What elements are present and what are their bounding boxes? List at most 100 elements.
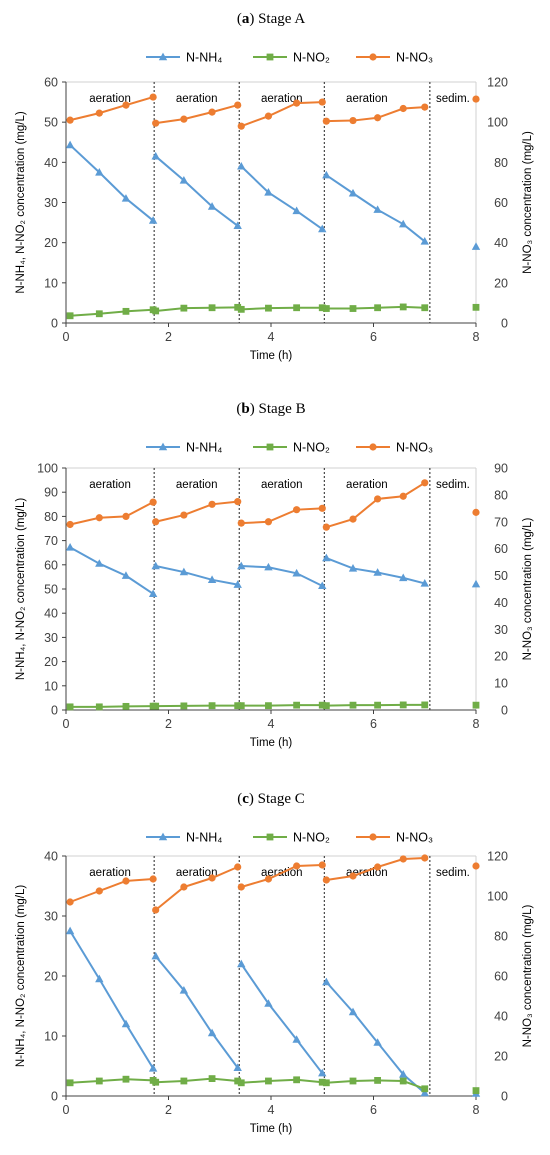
- data-point: [121, 194, 131, 202]
- data-point: [237, 959, 246, 968]
- data-point: [122, 512, 130, 521]
- data-point: [373, 205, 382, 213]
- data-point: [149, 498, 157, 506]
- series-circle: [66, 93, 480, 130]
- y-tick-label: 10: [44, 276, 58, 290]
- data-point: [421, 103, 429, 111]
- legend-entry: N-NO₂: [253, 831, 330, 845]
- series-line: [241, 306, 323, 311]
- x-tick-label: 0: [63, 1103, 70, 1117]
- series-circle: [66, 854, 480, 914]
- series-triangle: [65, 542, 481, 598]
- data-point: [472, 862, 480, 870]
- data-point: [208, 702, 216, 710]
- data-point: [399, 1077, 407, 1085]
- phase-label: aeration: [346, 93, 388, 105]
- data-point: [421, 479, 429, 487]
- data-point: [180, 304, 188, 312]
- data-point: [421, 854, 429, 862]
- data-point: [234, 863, 242, 871]
- data-point: [237, 122, 245, 130]
- data-point: [293, 862, 301, 870]
- y-tick-label: 40: [44, 156, 58, 170]
- series-line: [155, 500, 238, 523]
- legend-label: N-NH₄: [186, 441, 222, 455]
- y-tick-label: 90: [44, 486, 58, 500]
- panel-label: a: [242, 11, 250, 27]
- x-tick-label: 2: [165, 1103, 172, 1117]
- x-axis-label: Time (h): [250, 1123, 293, 1135]
- y2-tick-label: 0: [501, 317, 508, 331]
- data-point: [318, 861, 326, 869]
- data-point: [374, 114, 382, 122]
- x-tick-label: 6: [370, 1103, 377, 1117]
- y-tick-label: 0: [51, 317, 58, 331]
- legend-marker: [369, 53, 377, 61]
- y-tick-label: 60: [44, 76, 58, 90]
- y2-tick-label: 90: [494, 462, 508, 476]
- data-point: [322, 1079, 330, 1087]
- x-axis-label: Time (h): [250, 350, 293, 362]
- data-point: [264, 875, 273, 883]
- data-point: [318, 1078, 326, 1086]
- data-point: [66, 1079, 74, 1087]
- series-line: [70, 308, 154, 317]
- data-point: [322, 305, 330, 312]
- data-point: [322, 702, 330, 710]
- legend-label: N-NO₂: [293, 51, 330, 65]
- x-tick-label: 0: [63, 717, 70, 731]
- series-square: [66, 701, 480, 711]
- data-point: [151, 951, 160, 960]
- data-point: [399, 1070, 408, 1078]
- data-point: [95, 974, 104, 983]
- y-tick-label: 20: [44, 236, 58, 250]
- phase-label: aeration: [176, 479, 218, 491]
- data-point: [180, 511, 188, 519]
- data-point: [264, 562, 273, 571]
- y-tick-label: 0: [51, 704, 58, 718]
- data-point: [374, 863, 382, 871]
- y-tick-label: 20: [44, 970, 58, 984]
- data-point: [399, 104, 407, 113]
- y-tick-label: 30: [44, 910, 58, 924]
- legend-label: N-NH₄: [186, 51, 222, 65]
- legend-marker: [266, 443, 274, 451]
- data-point: [148, 1064, 158, 1072]
- series-line: [325, 557, 426, 585]
- phase-label: aeration: [176, 93, 218, 105]
- data-point: [292, 206, 301, 215]
- data-point: [472, 701, 480, 709]
- phase-label: aeration: [89, 867, 131, 879]
- data-point: [233, 221, 242, 229]
- data-point: [322, 117, 330, 125]
- series-line: [69, 930, 154, 1069]
- data-point: [265, 1077, 272, 1085]
- data-point: [318, 98, 326, 106]
- title-paren-close: ): [250, 401, 259, 417]
- y2-tick-label: 120: [487, 850, 508, 864]
- data-point: [66, 116, 74, 124]
- data-point: [237, 702, 245, 710]
- data-point: [349, 515, 357, 523]
- title-paren-open: (: [237, 791, 242, 807]
- legend-label: N-NH₄: [186, 831, 222, 845]
- series-square: [66, 303, 480, 320]
- title-paren-open: (: [237, 11, 242, 27]
- data-point: [471, 242, 481, 250]
- data-point: [95, 109, 103, 117]
- data-point: [121, 1019, 131, 1028]
- data-point: [180, 115, 188, 123]
- series-triangle: [65, 140, 481, 250]
- y2-axis-label: N-NO₃ concentration (mg/L): [522, 517, 534, 660]
- data-point: [180, 1077, 188, 1085]
- data-point: [148, 216, 158, 224]
- data-point: [265, 304, 272, 312]
- legend-marker: [266, 53, 274, 61]
- data-point: [207, 202, 217, 210]
- y-tick-label: 10: [44, 1030, 58, 1044]
- y2-tick-label: 30: [494, 623, 508, 637]
- legend-marker: [158, 832, 168, 841]
- data-point: [374, 701, 381, 709]
- data-point: [95, 703, 103, 711]
- data-point: [348, 188, 358, 197]
